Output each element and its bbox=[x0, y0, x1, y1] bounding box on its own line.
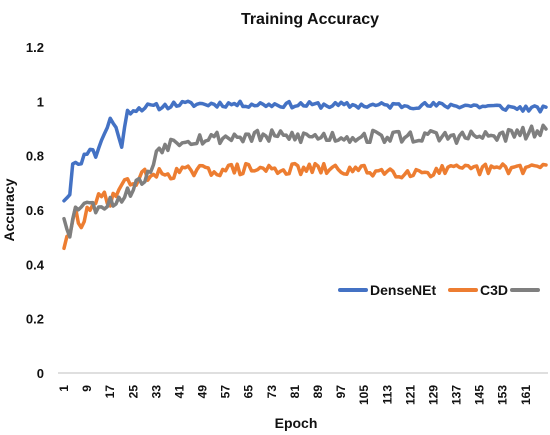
x-tick-label: 137 bbox=[450, 385, 464, 405]
x-tick-label: 161 bbox=[519, 385, 533, 405]
y-ticks: 0 0.2 0.4 0.6 0.8 1 1.2 bbox=[26, 40, 45, 381]
y-tick-label: 1 bbox=[37, 94, 44, 109]
legend: DenseNEt C3D bbox=[338, 282, 540, 298]
x-axis-label: Epoch bbox=[275, 415, 318, 431]
series-line-1 bbox=[62, 161, 548, 251]
x-tick-label: 81 bbox=[288, 385, 302, 399]
x-tick-label: 1 bbox=[57, 385, 71, 392]
x-tick-label: 73 bbox=[265, 385, 279, 399]
x-tick-label: 113 bbox=[380, 385, 394, 405]
series-line-2 bbox=[62, 123, 548, 239]
x-tick-label: 65 bbox=[242, 385, 256, 399]
series-line-0 bbox=[62, 99, 548, 203]
series-group bbox=[62, 99, 548, 251]
x-tick-label: 105 bbox=[357, 385, 371, 405]
x-tick-label: 145 bbox=[473, 385, 487, 405]
y-tick-label: 0 bbox=[37, 366, 44, 381]
x-tick-label: 121 bbox=[403, 385, 417, 405]
y-tick-label: 0.4 bbox=[26, 257, 45, 272]
legend-label-0: DenseNEt bbox=[370, 282, 436, 298]
y-tick-label: 0.2 bbox=[26, 312, 44, 327]
y-tick-label: 1.2 bbox=[26, 40, 44, 55]
x-ticks: 1 9 17 25 33 41 49 57 65 73 81 89 97 105 113 121 129 137 1… bbox=[57, 385, 533, 405]
x-tick-label: 49 bbox=[196, 385, 210, 399]
x-tick-label: 57 bbox=[219, 385, 233, 399]
x-tick-label: 41 bbox=[172, 385, 186, 399]
y-axis-label: Accuracy bbox=[1, 178, 17, 241]
x-tick-label: 153 bbox=[496, 385, 510, 405]
x-tick-label: 33 bbox=[149, 385, 163, 399]
y-tick-label: 0.8 bbox=[26, 149, 44, 164]
x-tick-label: 89 bbox=[311, 385, 325, 399]
legend-label-1: C3D bbox=[480, 282, 508, 298]
y-tick-label: 0.6 bbox=[26, 203, 44, 218]
chart-title: Training Accuracy bbox=[241, 11, 379, 28]
x-tick-label: 97 bbox=[334, 385, 348, 399]
x-tick-label: 17 bbox=[103, 385, 117, 399]
x-tick-label: 129 bbox=[426, 385, 440, 405]
x-tick-label: 25 bbox=[126, 385, 140, 399]
x-tick-label: 9 bbox=[80, 385, 94, 392]
